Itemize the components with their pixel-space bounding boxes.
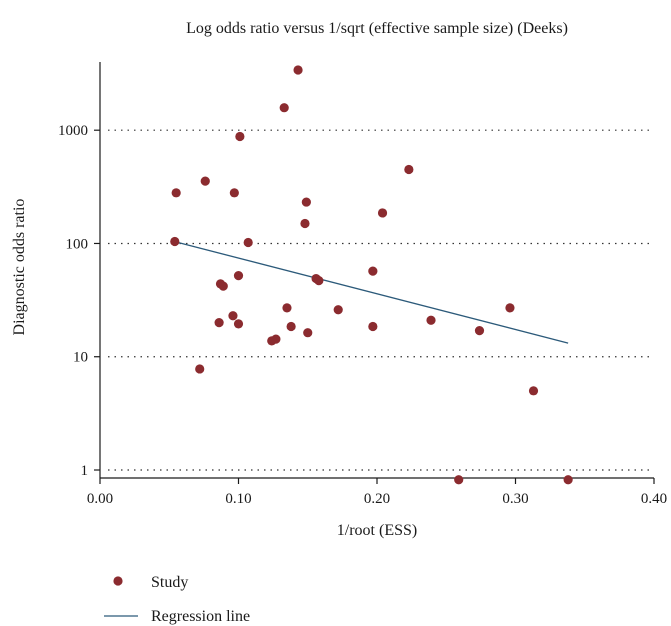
study-point	[505, 303, 515, 313]
study-point	[303, 328, 313, 338]
study-point	[377, 208, 388, 218]
study-point	[404, 164, 414, 175]
study-point	[368, 266, 378, 276]
legend: Study Regression line	[104, 574, 250, 625]
y-tick-label: 100	[66, 236, 89, 252]
study-point	[279, 103, 289, 113]
x-tick-label: 0.30	[502, 491, 528, 507]
y-axis-label: Diagnostic odds ratio	[11, 199, 28, 336]
study-point	[426, 315, 436, 325]
study-point	[243, 237, 253, 248]
y-ticks: 1 10 100 1000	[58, 123, 100, 479]
study-point	[233, 319, 244, 329]
study-points	[170, 65, 573, 485]
study-point	[171, 188, 181, 198]
x-axis-label: 1/root (ESS)	[337, 522, 417, 539]
study-point	[195, 364, 205, 374]
study-point	[228, 311, 238, 321]
x-ticks: 0.00 0.10 0.20 0.30 0.40	[87, 478, 667, 507]
study-point	[293, 65, 303, 75]
study-point	[300, 218, 310, 229]
x-tick-label: 0.40	[641, 491, 667, 507]
study-point	[267, 336, 277, 346]
legend-study-marker	[113, 576, 123, 586]
study-point	[282, 303, 292, 313]
x-tick-label: 0.20	[364, 491, 390, 507]
study-point	[528, 386, 539, 396]
legend-regression-label: Regression line	[151, 608, 250, 625]
study-point	[229, 188, 239, 198]
study-point	[474, 326, 485, 336]
study-point	[368, 321, 378, 332]
study-point	[214, 318, 224, 328]
study-point	[233, 271, 244, 281]
legend-study-label: Study	[151, 574, 188, 591]
study-point	[454, 475, 464, 485]
regression-line-group	[176, 241, 569, 344]
study-point	[563, 475, 573, 485]
study-point	[200, 176, 210, 186]
study-point	[218, 281, 228, 291]
x-tick-label: 0.00	[87, 491, 113, 507]
study-point	[301, 197, 311, 207]
study-point	[333, 305, 343, 315]
y-tick-label: 10	[73, 350, 88, 366]
x-tick-label: 0.10	[225, 491, 251, 507]
chart-title: Log odds ratio versus 1/sqrt (effective …	[186, 20, 568, 37]
gridlines	[108, 129, 654, 471]
study-point	[235, 131, 245, 142]
y-tick-label: 1000	[58, 123, 88, 139]
study-point	[286, 321, 296, 332]
study-point	[170, 236, 180, 247]
regression-line	[176, 241, 569, 344]
y-tick-label: 1	[81, 463, 89, 479]
study-point	[314, 276, 324, 286]
